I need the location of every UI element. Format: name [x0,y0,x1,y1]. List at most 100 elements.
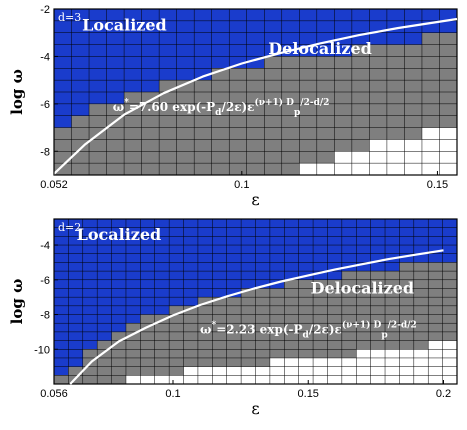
heatmap-cell [442,331,458,341]
heatmap-cell [316,151,335,164]
heatmap-cell [54,236,69,246]
x-axis-label: ε [251,190,259,209]
heatmap-cell [341,245,357,255]
heatmap-cell [385,297,400,307]
heatmap-cell [404,9,423,22]
heatmap-cell [313,253,328,263]
heatmap-cell [269,219,285,228]
heatmap-cell [229,151,248,164]
heatmap-cell [327,279,343,289]
heatmap-cell [111,357,127,367]
heatmap-cell [341,297,357,307]
heatmap-cell [413,227,429,237]
heatmap-cell [269,349,285,359]
heatmap-cell [356,314,371,324]
heatmap-cell [226,236,242,246]
heatmap-cell [154,340,170,350]
heatmap-cell [183,219,199,228]
heatmap-cell [97,366,112,376]
heatmap-cell [404,139,423,152]
heatmap-cell [299,56,318,69]
x-tick-label: 0.1 [234,179,249,191]
heatmap-cell [428,305,443,315]
heatmap-cell [313,357,328,367]
heatmap-cell [356,349,371,359]
heatmap-cell [71,103,90,117]
heatmap-cell [264,103,283,117]
heatmap-cell [97,279,112,289]
heatmap-cell [140,357,156,367]
heatmap-cell [141,127,160,140]
heatmap-cell [341,314,357,324]
heatmap-cell [313,245,328,255]
heatmap-cell [351,127,370,140]
heatmap-cell [351,68,370,81]
heatmap-cell [334,103,353,117]
heatmap-cell [154,271,170,281]
heatmap-cell [154,279,170,289]
heatmap-cell [54,375,69,385]
heatmap-cell [370,262,386,272]
heatmap-cell [111,349,127,359]
heatmap-cell [141,20,160,34]
heatmap-cell [140,340,156,350]
heatmap-cell [54,103,72,117]
heatmap-cell [68,279,84,289]
heatmap-cell [428,262,443,272]
heatmap-cell [194,44,212,57]
heatmap-cell [313,349,328,359]
heatmap-cell [68,236,84,246]
heatmap-cell [269,236,285,246]
heatmap-cell [125,314,141,324]
heatmap-cell [356,305,371,315]
heatmap-cell [284,279,299,289]
heatmap-cell [183,314,199,324]
heatmap-cell [313,271,328,281]
heatmap-cell [89,32,107,45]
heatmap-cell [370,331,386,341]
heatmap-cell [54,227,69,237]
heatmap-cell [313,227,328,237]
heatmap-cell [341,227,357,237]
heatmap-cell [269,297,285,307]
heatmap-cell [334,44,353,57]
heatmap-cell [439,20,458,34]
heatmap-cell [89,103,107,117]
heatmap-cell [269,314,285,324]
formula-part: ω [113,100,124,114]
heatmap-cell [71,151,90,164]
heatmap-cell [369,80,388,93]
heatmap-cell [54,253,69,263]
heatmap-cell [442,297,458,307]
heatmap-cell [211,115,230,128]
heatmap-cell [125,253,141,263]
heatmap-cell [255,253,271,263]
heatmap-cell [89,151,107,164]
heatmap-cell [140,331,156,341]
heatmap-cell [211,163,230,176]
heatmap-cell [334,127,353,140]
heatmap-cell [111,366,127,376]
formula-part: p [294,108,300,118]
heatmap-cell [125,279,141,289]
heatmap-cell [229,44,248,57]
heatmap-cell [106,151,125,164]
heatmap-cell [298,219,314,228]
heatmap-cell [71,32,90,45]
heatmap-cell [54,323,69,333]
heatmap-cell [386,115,405,128]
heatmap-cell [299,80,318,93]
heatmap-cell [183,323,199,333]
heatmap-cell [169,323,184,333]
heatmap-cell [125,323,141,333]
heatmap-cell [211,92,230,105]
heatmap-cell [54,80,72,93]
heatmap-cell [413,375,429,385]
heatmap-cell [54,271,69,281]
heatmap-cell [442,271,458,281]
heatmap-cell [176,103,195,117]
heatmap-cell [241,271,256,281]
heatmap-cell [159,139,177,152]
heatmap-cell [125,340,141,350]
